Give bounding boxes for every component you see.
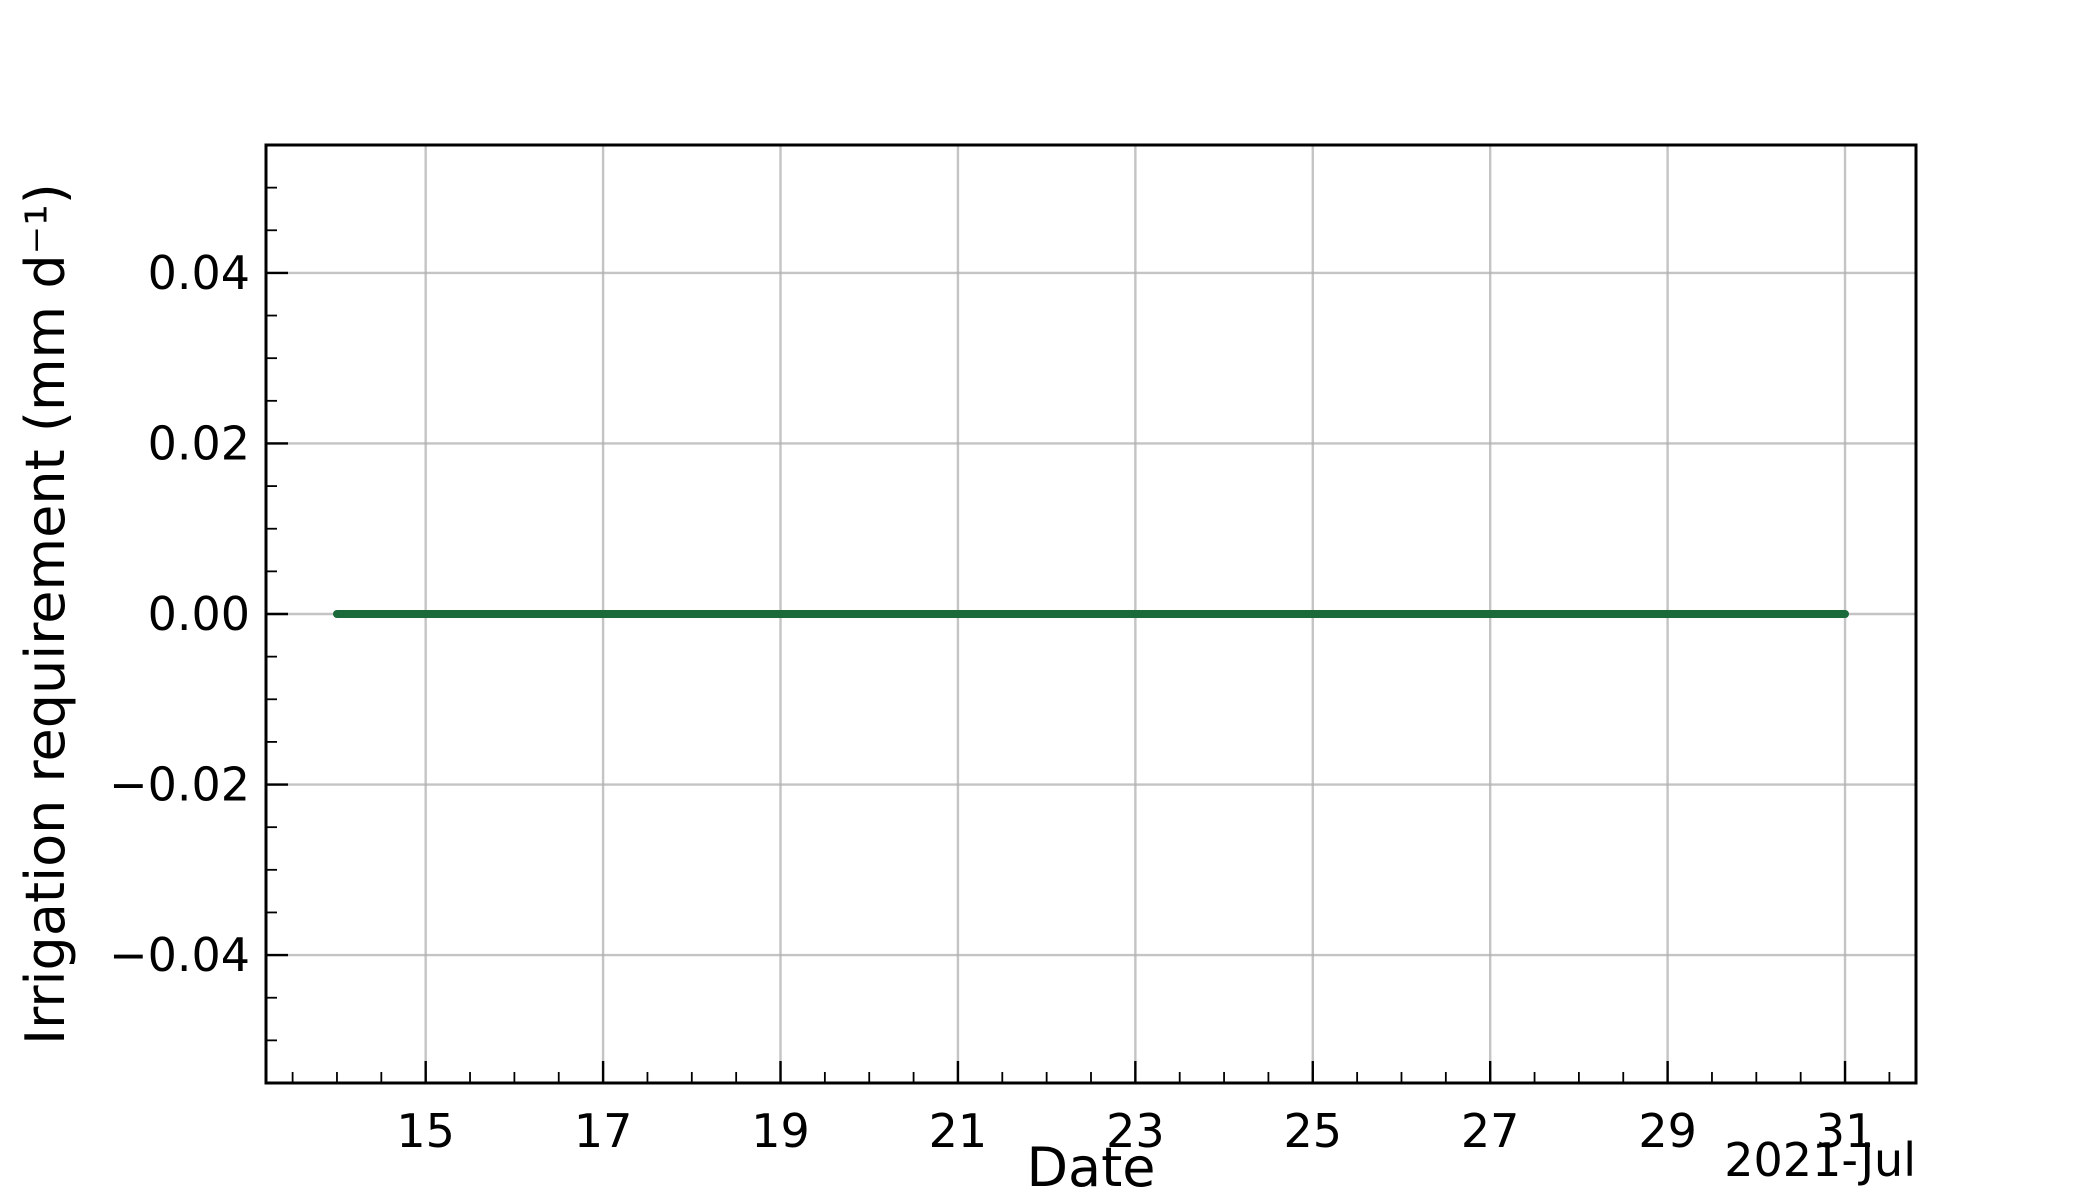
y-tick-label: 0.00 — [148, 587, 250, 641]
axis-ticks — [266, 144, 1891, 1084]
y-tick-label: 0.02 — [148, 416, 250, 470]
x-axis-offset-label: 2021-Jul — [1724, 1133, 1916, 1187]
x-axis-title: Date — [1026, 1136, 1155, 1199]
y-axis-title: Irrigation requirement (mm d⁻¹) — [14, 183, 77, 1045]
y-tick-label: −0.04 — [109, 928, 250, 982]
x-tick-label: 25 — [1284, 1104, 1343, 1158]
x-tick-label: 29 — [1638, 1104, 1697, 1158]
tick-labels: 15 17 19 21 23 25 27 29 31 0.04 0.02 0.00 −0.02 −0.04 — [109, 246, 1874, 1158]
x-tick-label: 21 — [929, 1104, 988, 1158]
y-tick-label: −0.02 — [109, 758, 250, 812]
y-tick-label: 0.04 — [148, 246, 250, 300]
x-tick-label: 27 — [1461, 1104, 1520, 1158]
x-tick-label: 15 — [396, 1104, 455, 1158]
x-tick-label: 19 — [751, 1104, 810, 1158]
x-tick-label: 23 — [1106, 1104, 1165, 1158]
x-tick-label: 31 — [1816, 1104, 1875, 1158]
x-tick-label: 17 — [574, 1104, 633, 1158]
